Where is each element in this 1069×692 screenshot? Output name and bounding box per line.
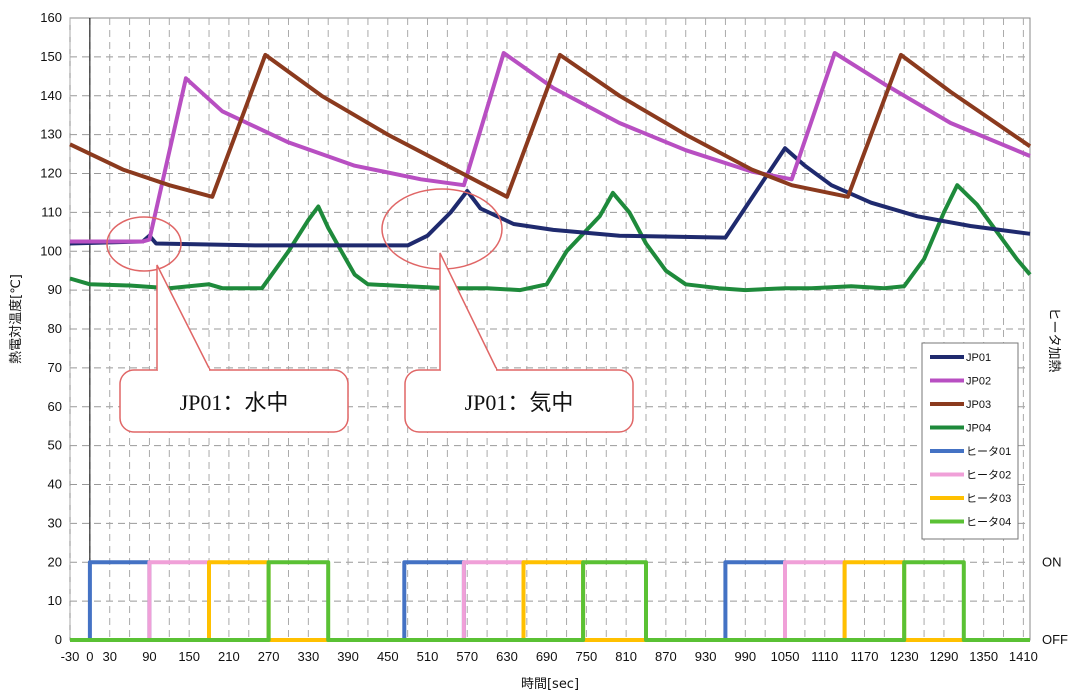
x-tick-label: 1290: [929, 649, 958, 664]
y-tick-label: 150: [40, 49, 62, 64]
y-tick-label: 90: [48, 282, 62, 297]
callout-pointer: [439, 252, 498, 371]
x-tick-label: 630: [496, 649, 518, 664]
callouts: JP01：水中 JP01：気中: [106, 188, 634, 433]
series-line-2: [70, 51, 1031, 244]
x-tick-label: 1410: [1009, 649, 1038, 664]
y-tick-label: 160: [40, 10, 62, 25]
x-tick-label: 510: [417, 649, 439, 664]
series-line-6: [70, 560, 1030, 642]
y-tick-label: 120: [40, 166, 62, 181]
callout-box: [119, 369, 349, 433]
x-tick-label: 30: [102, 649, 116, 664]
series-line-5: [70, 560, 1030, 642]
x-tick-label: 1050: [771, 649, 800, 664]
y-tick-label: 30: [48, 515, 62, 530]
plot-area: [69, 51, 1032, 642]
axes: 0 10 20 30 40 50 60 70 80 90 100 110 120 130 140 150 160…: [40, 10, 1068, 664]
y-tick-label: 130: [40, 127, 62, 142]
x-tick-label: 990: [734, 649, 756, 664]
x-axis-title: 時間[sec]: [521, 677, 579, 692]
y-axis-title: 熱電対温度[℃]: [8, 274, 24, 364]
y2-tick-label: OFF: [1042, 632, 1068, 647]
y-tick-label: 100: [40, 243, 62, 258]
y-tick-label: 0: [55, 632, 62, 647]
y-tick-label: 80: [48, 321, 62, 336]
x-tick-label: 90: [142, 649, 156, 664]
legend-label: JP02: [966, 376, 991, 388]
callout-pointer: [156, 264, 211, 371]
x-tick-label: 930: [695, 649, 717, 664]
x-tick-label: 1350: [969, 649, 998, 664]
series-line-7: [70, 560, 1030, 642]
x-tick-label: 1110: [811, 649, 838, 664]
y-tick-label: 70: [48, 360, 62, 375]
series-line-1: [69, 146, 1031, 248]
legend: JP01 JP02 JP03 JP04 ヒータ01 ヒータ02 ヒータ03 ヒータ04: [921, 342, 1019, 540]
legend-label: ヒータ03: [966, 492, 1011, 505]
x-tick-label: 390: [337, 649, 359, 664]
y-tick-label: 40: [48, 477, 62, 492]
legend-label: ヒータ02: [966, 469, 1011, 482]
y-tick-label: 110: [41, 204, 62, 219]
legend-label: JP04: [966, 423, 991, 435]
callout-text: JP01：気中: [465, 390, 574, 415]
series-line-3: [69, 52, 1032, 199]
callout-text: JP01：水中: [180, 390, 289, 415]
x-tick-label: 1170: [850, 649, 878, 664]
x-tick-label: 0: [86, 649, 93, 664]
x-tick-label: 570: [456, 649, 478, 664]
x-tick-label: 750: [576, 649, 598, 664]
legend-label: ヒータ04: [966, 516, 1011, 529]
legend-label: JP01: [966, 352, 991, 364]
y2-axis-title: ヒータ加熱: [1046, 307, 1061, 372]
x-tick-label: -30: [61, 649, 80, 664]
legend-label: ヒータ01: [966, 445, 1011, 458]
y-tick-label: 50: [48, 438, 62, 453]
y-tick-label: 10: [48, 593, 62, 608]
x-tick-label: 810: [615, 649, 637, 664]
x-tick-label: 150: [178, 649, 200, 664]
grid: [69, 17, 1031, 641]
callout-box: [404, 369, 634, 433]
y-tick-label: 20: [48, 554, 62, 569]
y-tick-label: 60: [48, 399, 62, 414]
x-tick-label: 210: [218, 649, 240, 664]
y2-tick-label: ON: [1042, 554, 1062, 569]
x-tick-label: 690: [536, 649, 558, 664]
x-tick-label: 1230: [890, 649, 919, 664]
x-tick-label: 450: [377, 649, 399, 664]
series-line-8: [70, 560, 1030, 642]
callout-ellipse: [106, 216, 182, 272]
y-tick-label: 140: [40, 88, 62, 103]
x-tick-label: 270: [258, 649, 280, 664]
x-tick-label: 330: [297, 649, 319, 664]
x-tick-label: 870: [655, 649, 677, 664]
legend-box: [921, 342, 1019, 540]
legend-label: JP03: [966, 399, 991, 411]
